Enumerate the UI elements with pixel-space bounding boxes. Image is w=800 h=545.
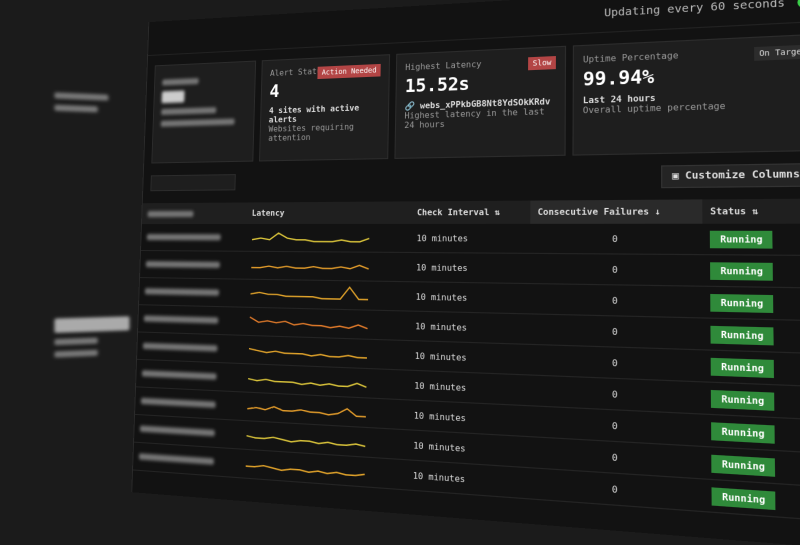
consecutive-failures: 0 — [530, 283, 704, 318]
latency-line — [250, 317, 368, 329]
latency-line — [250, 286, 368, 300]
website-name[interactable] — [140, 224, 246, 252]
latency-value: 15.52s — [404, 73, 470, 98]
status-badge: Running — [710, 230, 773, 249]
alert-status-card: Alert Status Action Needed 4 4 sites wit… — [259, 54, 391, 162]
consecutive-failures: 0 — [530, 223, 704, 255]
on-target-badge: On Target — [754, 44, 800, 61]
latency-line — [246, 464, 365, 476]
sidebar-item-active[interactable] — [54, 316, 130, 333]
latency-line — [252, 233, 369, 242]
latency-line — [246, 436, 365, 447]
check-interval: 10 minutes — [409, 223, 531, 254]
status-badge: Running — [712, 486, 776, 510]
website-name[interactable] — [140, 250, 246, 280]
sidebar-item[interactable] — [54, 337, 98, 346]
website-name[interactable] — [133, 442, 240, 478]
latency-desc: Highest latency in the last 24 hours — [404, 106, 545, 131]
update-status: Updating every 60 seconds — [604, 0, 785, 20]
website-name[interactable] — [138, 304, 244, 336]
check-interval: 10 minutes — [408, 311, 531, 345]
latency-line — [249, 349, 367, 358]
dashboard-panel: Updating every 60 seconds Alert Status A… — [131, 0, 800, 545]
check-interval: 10 minutes — [409, 281, 531, 314]
latency-line — [251, 264, 368, 269]
status-header[interactable]: Status ⇅ — [702, 198, 800, 224]
slow-badge: Slow — [528, 56, 556, 71]
columns-icon: ▣ — [672, 170, 686, 183]
alert-count: 4 — [269, 81, 280, 103]
latency-line — [247, 404, 366, 417]
latency-sparkline — [243, 279, 410, 312]
highest-latency-card: Highest Latency Slow 15.52s 🔗 webs_xPPkb… — [394, 45, 567, 159]
sidebar-item[interactable] — [54, 104, 98, 113]
sidebar — [54, 86, 140, 415]
status-badge: Running — [710, 325, 774, 345]
status-badge: Running — [711, 389, 775, 411]
status-badge: Running — [710, 293, 774, 313]
website-name[interactable] — [139, 277, 245, 308]
link-icon: 🔗 — [404, 101, 421, 112]
card-title: Uptime Percentage — [582, 50, 679, 65]
check-interval: 10 minutes — [406, 459, 530, 499]
uptime-value: 99.94% — [582, 66, 655, 92]
alert-desc: Websites requiring attention — [268, 122, 354, 143]
interval-header[interactable]: Check Interval ⇅ — [410, 200, 531, 224]
latency-sparkline — [244, 251, 410, 282]
failures-header[interactable]: Consecutive Failures ↓ — [530, 199, 703, 224]
customize-columns-button[interactable]: ▣ Customize Columns ▾ — [661, 162, 800, 189]
search-input[interactable] — [150, 174, 236, 192]
sidebar-item[interactable] — [54, 349, 98, 358]
website-name[interactable] — [137, 331, 243, 364]
status-badge: Running — [711, 454, 776, 477]
consecutive-failures: 0 — [530, 253, 704, 287]
total-websites-card — [151, 60, 257, 164]
sidebar-item[interactable] — [54, 92, 109, 101]
status-badge: Running — [711, 357, 775, 378]
card-title: Highest Latency — [405, 59, 482, 73]
monitors-table: Latency Check Interval ⇅ Consecutive Fai… — [133, 198, 800, 522]
check-interval: 10 minutes — [409, 252, 531, 284]
action-needed-badge: Action Needed — [317, 63, 381, 80]
uptime-card: Uptime Percentage On Target 99.94% Last … — [572, 33, 800, 156]
name-header[interactable] — [141, 202, 247, 225]
latency-line — [248, 379, 366, 388]
latency-sparkline — [245, 223, 411, 253]
check-interval: 10 minutes — [408, 340, 530, 375]
latency-header: Latency — [245, 201, 411, 225]
status-badge: Running — [710, 261, 774, 281]
status-badge: Running — [711, 421, 775, 444]
